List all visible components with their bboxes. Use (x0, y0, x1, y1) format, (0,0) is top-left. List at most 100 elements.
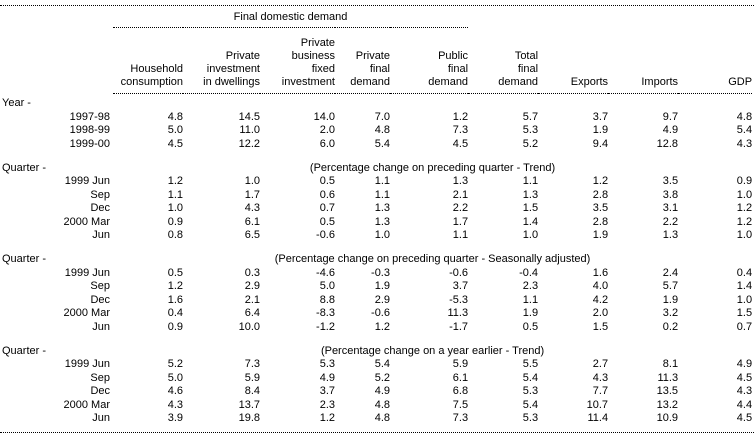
column-header-household-consumption: Household consumption (113, 27, 183, 94)
cell-value: 1.1 (452, 229, 469, 241)
cell-value: 4.3 (167, 398, 183, 411)
cell-value: 1.1 (167, 188, 183, 201)
column-header-gdp: GDP (678, 27, 753, 94)
cell-value: 4.0 (592, 280, 609, 292)
cell-value: 5.0 (167, 124, 183, 136)
cell-value: 4.8 (374, 412, 390, 424)
cell-value: -1.7 (449, 320, 469, 333)
cell-value: 4.3 (592, 371, 609, 384)
row-label: 2000 Mar (63, 307, 110, 319)
cell-value: 0.9 (167, 320, 183, 333)
column-header-public-final-demand: Public final demand (390, 27, 469, 94)
cell-value: 3.7 (452, 280, 469, 292)
row-label: 1999 Jun (64, 358, 110, 370)
cell-value: 8.8 (319, 293, 335, 306)
cell-value: 6.1 (244, 215, 260, 228)
cell-value: 4.2 (592, 293, 609, 306)
cell-value: 1.5 (736, 307, 753, 319)
cell-value: 0.8 (167, 229, 183, 241)
section-label: Quarter - (2, 344, 47, 357)
cell-value: 5.9 (244, 371, 260, 384)
cell-value: 1.3 (452, 175, 469, 187)
table-row: 1999 Jun 1.2 1.0 0.5 1.1 1.3 1.1 1.2 3.5 0.9 (0, 175, 752, 189)
cell-value: 3.7 (319, 385, 335, 397)
cell-value: 6.1 (452, 371, 469, 384)
table-row: Jun 3.9 19.8 1.2 4.8 7.3 5.3 11.4 10.9 4.5 (0, 412, 752, 426)
cell-value: 1.5 (522, 202, 539, 214)
cell-value: 8.4 (244, 385, 260, 397)
cell-value: 7.3 (452, 412, 469, 424)
cell-value: 3.5 (592, 202, 609, 214)
row-label: 1997-98 (69, 110, 110, 123)
column-header-private-business-fixed-investment: Private business fixed investment (260, 27, 335, 94)
cell-value: 4.8 (374, 398, 390, 411)
cell-value: -1.2 (316, 320, 335, 333)
row-label: 2000 Mar (63, 215, 110, 228)
cell-value: -8.3 (316, 307, 335, 319)
section-caption: (Percentage change on a year earlier - T… (320, 344, 545, 357)
cell-value: 5.3 (319, 358, 335, 370)
section-caption (113, 93, 752, 110)
cell-value: -0.6 (316, 229, 335, 241)
cell-value: 2.1 (452, 188, 469, 201)
cell-value: 1.9 (522, 307, 539, 319)
cell-value: 1.2 (167, 175, 183, 187)
cell-value: 4.9 (319, 371, 335, 384)
cell-value: 2.9 (374, 293, 390, 306)
cell-value: 4.9 (662, 124, 679, 136)
cell-value: 2.3 (522, 280, 539, 292)
cell-value: 5.0 (167, 371, 183, 384)
cell-value: 1.4 (522, 215, 539, 228)
cell-value: 5.5 (522, 358, 539, 370)
cell-value: 1.9 (374, 280, 390, 292)
cell-value: 4.9 (736, 358, 753, 370)
table-row: Dec 1.6 2.1 8.8 2.9 -5.3 1.1 4.2 1.9 1.0 (0, 293, 752, 307)
table-row: Sep 1.1 1.7 0.6 1.1 2.1 1.3 2.8 3.8 1.0 (0, 188, 752, 202)
cell-value: 0.6 (319, 188, 335, 201)
row-label: Dec (90, 293, 110, 306)
final-domestic-demand-spanner: Final domestic demand (113, 9, 469, 28)
cell-value: 1.0 (736, 293, 753, 306)
row-label: Sep (90, 371, 110, 384)
section-header-row: Quarter - (Percentage change on preceding… (0, 242, 752, 266)
table-row: 1999-00 4.5 12.2 6.0 5.4 4.5 5.2 9.4 12.8 4.3 (0, 137, 752, 151)
row-label: Sep (90, 188, 110, 201)
cell-value: 4.3 (244, 202, 260, 214)
cell-value: 4.4 (736, 398, 753, 411)
cell-value: 7.0 (374, 110, 390, 123)
cell-value: 13.5 (656, 385, 679, 397)
cell-value: 11.3 (657, 371, 679, 384)
table-row: Dec 4.6 8.4 3.7 4.9 6.8 5.3 7.7 13.5 4.3 (0, 385, 752, 399)
cell-value: 13.7 (238, 398, 260, 411)
cell-value: 6.4 (244, 307, 260, 319)
cell-value: 1.2 (319, 412, 335, 424)
cell-value: -0.6 (371, 307, 390, 319)
cell-value: 5.3 (522, 124, 539, 136)
cell-value: 0.5 (319, 215, 335, 228)
cell-value: 1.7 (452, 215, 469, 228)
cell-value: 0.4 (167, 307, 183, 319)
cell-value: 1.9 (662, 293, 679, 306)
row-label: 2000 Mar (63, 398, 110, 411)
column-header-private-final-demand: Private final demand (335, 27, 390, 94)
cell-value: 4.9 (374, 385, 390, 397)
cell-value: 0.4 (736, 266, 753, 279)
cell-value: 1.0 (522, 229, 539, 241)
cell-value: 1.2 (592, 175, 609, 187)
cell-value: 2.0 (319, 124, 335, 136)
table-row: Sep 5.0 5.9 4.9 5.2 6.1 5.4 4.3 11.3 4.5 (0, 371, 752, 385)
cell-value: 10.7 (586, 398, 609, 411)
row-label: Dec (90, 385, 110, 397)
cell-value: 1.2 (374, 320, 390, 333)
cell-value: 14.5 (238, 110, 260, 123)
row-label: Jun (92, 412, 110, 424)
row-label: 1999 Jun (64, 266, 110, 279)
cell-value: 10.9 (656, 412, 679, 424)
table-row: Jun 0.8 6.5 -0.6 1.0 1.1 1.0 1.9 1.3 1.0 (0, 229, 752, 243)
cell-value: -0.3 (371, 266, 390, 279)
cell-value: 11.4 (587, 412, 609, 424)
cell-value: 1.7 (244, 188, 260, 201)
cell-value: 1.6 (167, 293, 183, 306)
spacer-cell (468, 9, 752, 27)
cell-value: 1.0 (374, 229, 390, 241)
